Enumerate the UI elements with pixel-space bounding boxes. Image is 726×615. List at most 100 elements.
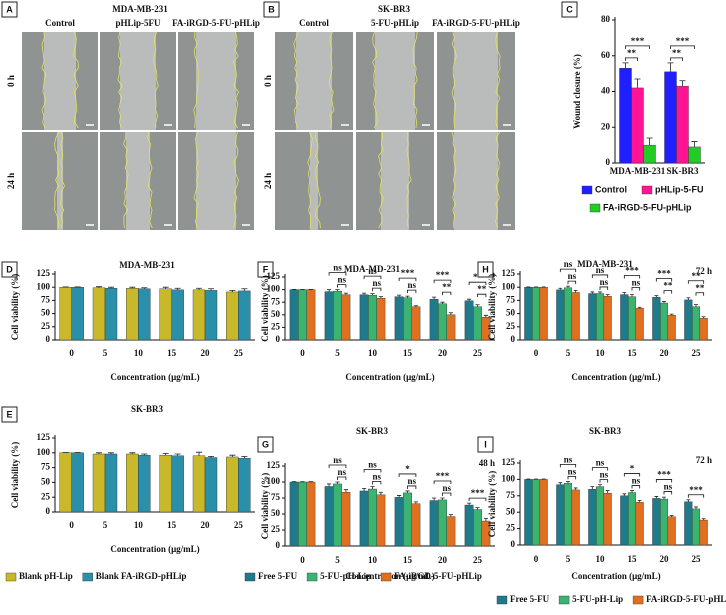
x-axis-label: Concentration (μg/mL) <box>571 372 660 382</box>
bar <box>192 289 206 341</box>
significance-label: *** <box>657 269 671 279</box>
y-tick-label: 0 <box>276 334 281 344</box>
significance-bracket <box>670 45 695 49</box>
wound-edge <box>329 31 335 129</box>
y-tick-label: 125 <box>267 271 281 281</box>
bar <box>324 291 334 341</box>
panel-label-box <box>263 1 280 18</box>
error-bar <box>694 304 698 307</box>
error-bar <box>573 289 578 293</box>
wound-edge <box>54 131 60 228</box>
significance-label: ns <box>333 455 342 465</box>
significance-label: * <box>405 464 410 474</box>
error-bar <box>162 452 169 456</box>
wound-gap <box>454 132 498 230</box>
column-label: FA-iRGD-5-FU-pHLip <box>432 18 520 28</box>
error-bar <box>448 312 453 315</box>
error-bar <box>108 286 114 289</box>
significance-label: *** <box>436 471 450 481</box>
wound-edge <box>41 31 47 129</box>
wound-gap <box>381 132 409 230</box>
significance-bracket <box>398 473 417 477</box>
column-label: Control <box>45 18 75 28</box>
x-tick-label: 25 <box>692 348 702 358</box>
y-tick-label: 125 <box>267 460 281 470</box>
bar <box>446 314 456 341</box>
error-bar <box>622 493 627 496</box>
y-tick-label: 0 <box>606 157 611 167</box>
x-tick-label: 20 <box>201 348 211 358</box>
x-tick-label: 10 <box>596 554 606 564</box>
error-bar <box>229 454 236 457</box>
x-tick-label: 0 <box>534 348 539 358</box>
x-tick-label: 5 <box>566 554 571 564</box>
legend-swatch <box>380 572 392 582</box>
error-bar <box>483 314 488 318</box>
y-tick-label: 40 <box>601 86 611 96</box>
significance-bracket <box>591 467 609 471</box>
bar <box>92 287 106 341</box>
wound-edge <box>451 31 457 129</box>
y-tick-label: 125 <box>37 268 51 278</box>
wound-edge <box>372 31 378 129</box>
bar <box>359 294 369 341</box>
significance-label: ns <box>333 263 342 273</box>
significance-bracket <box>559 463 577 468</box>
significance-label: ns <box>596 458 605 468</box>
bar <box>524 479 533 546</box>
significance-bracket <box>631 485 641 489</box>
row-label: 0 h <box>263 75 273 87</box>
error-bar <box>686 297 691 300</box>
error-bar <box>96 286 102 288</box>
error-bar <box>566 480 570 484</box>
wound-gap <box>120 32 156 130</box>
error-bar <box>327 483 332 487</box>
wound-edge <box>193 131 199 229</box>
bar <box>403 492 412 547</box>
panel-label: A <box>6 4 13 14</box>
error-bar <box>397 495 402 498</box>
significance-label: *** <box>436 270 450 280</box>
error-bar <box>440 301 445 304</box>
error-bar <box>241 288 248 291</box>
bar <box>699 519 708 546</box>
y-tick-label: 75 <box>41 462 51 472</box>
y-tick-label: 50 <box>41 476 51 486</box>
legend-label: Free 5-FU <box>258 571 298 581</box>
significance-bracket <box>468 281 487 286</box>
x-tick-label: 15 <box>403 555 413 565</box>
x-axis-label: Concentration (μg/mL) <box>110 544 199 554</box>
wound-gap <box>196 132 236 230</box>
error-bar <box>630 294 634 297</box>
error-bar <box>475 304 480 307</box>
bar <box>524 287 533 341</box>
wound-edge <box>495 31 501 129</box>
x-tick-label: 15 <box>628 348 638 358</box>
significance-bracket <box>433 279 452 284</box>
significance-bracket <box>442 492 452 496</box>
panel-label: I <box>484 439 487 449</box>
error-bar <box>694 506 698 509</box>
y-tick-label: 75 <box>506 490 516 500</box>
wound-gap <box>375 32 415 130</box>
y-tick-label: 75 <box>271 296 281 306</box>
panel-label-box <box>1 406 18 423</box>
error-bar <box>129 452 136 454</box>
bar <box>464 504 474 547</box>
error-bar <box>691 141 698 147</box>
significance-bracket <box>337 476 347 480</box>
error-bar <box>370 486 375 490</box>
bar <box>138 454 151 513</box>
significance-bracket <box>625 57 638 61</box>
error-bar <box>405 295 410 298</box>
x-tick-label: 25 <box>473 348 483 358</box>
bar <box>192 455 206 513</box>
panel-label-box <box>561 1 578 18</box>
error-bar <box>141 287 148 289</box>
chart-subtitle: 72 h <box>696 266 712 276</box>
error-bar <box>622 62 629 69</box>
bar <box>556 289 565 341</box>
panel-label-box <box>1 261 18 278</box>
y-tick-label: 60 <box>601 50 611 60</box>
